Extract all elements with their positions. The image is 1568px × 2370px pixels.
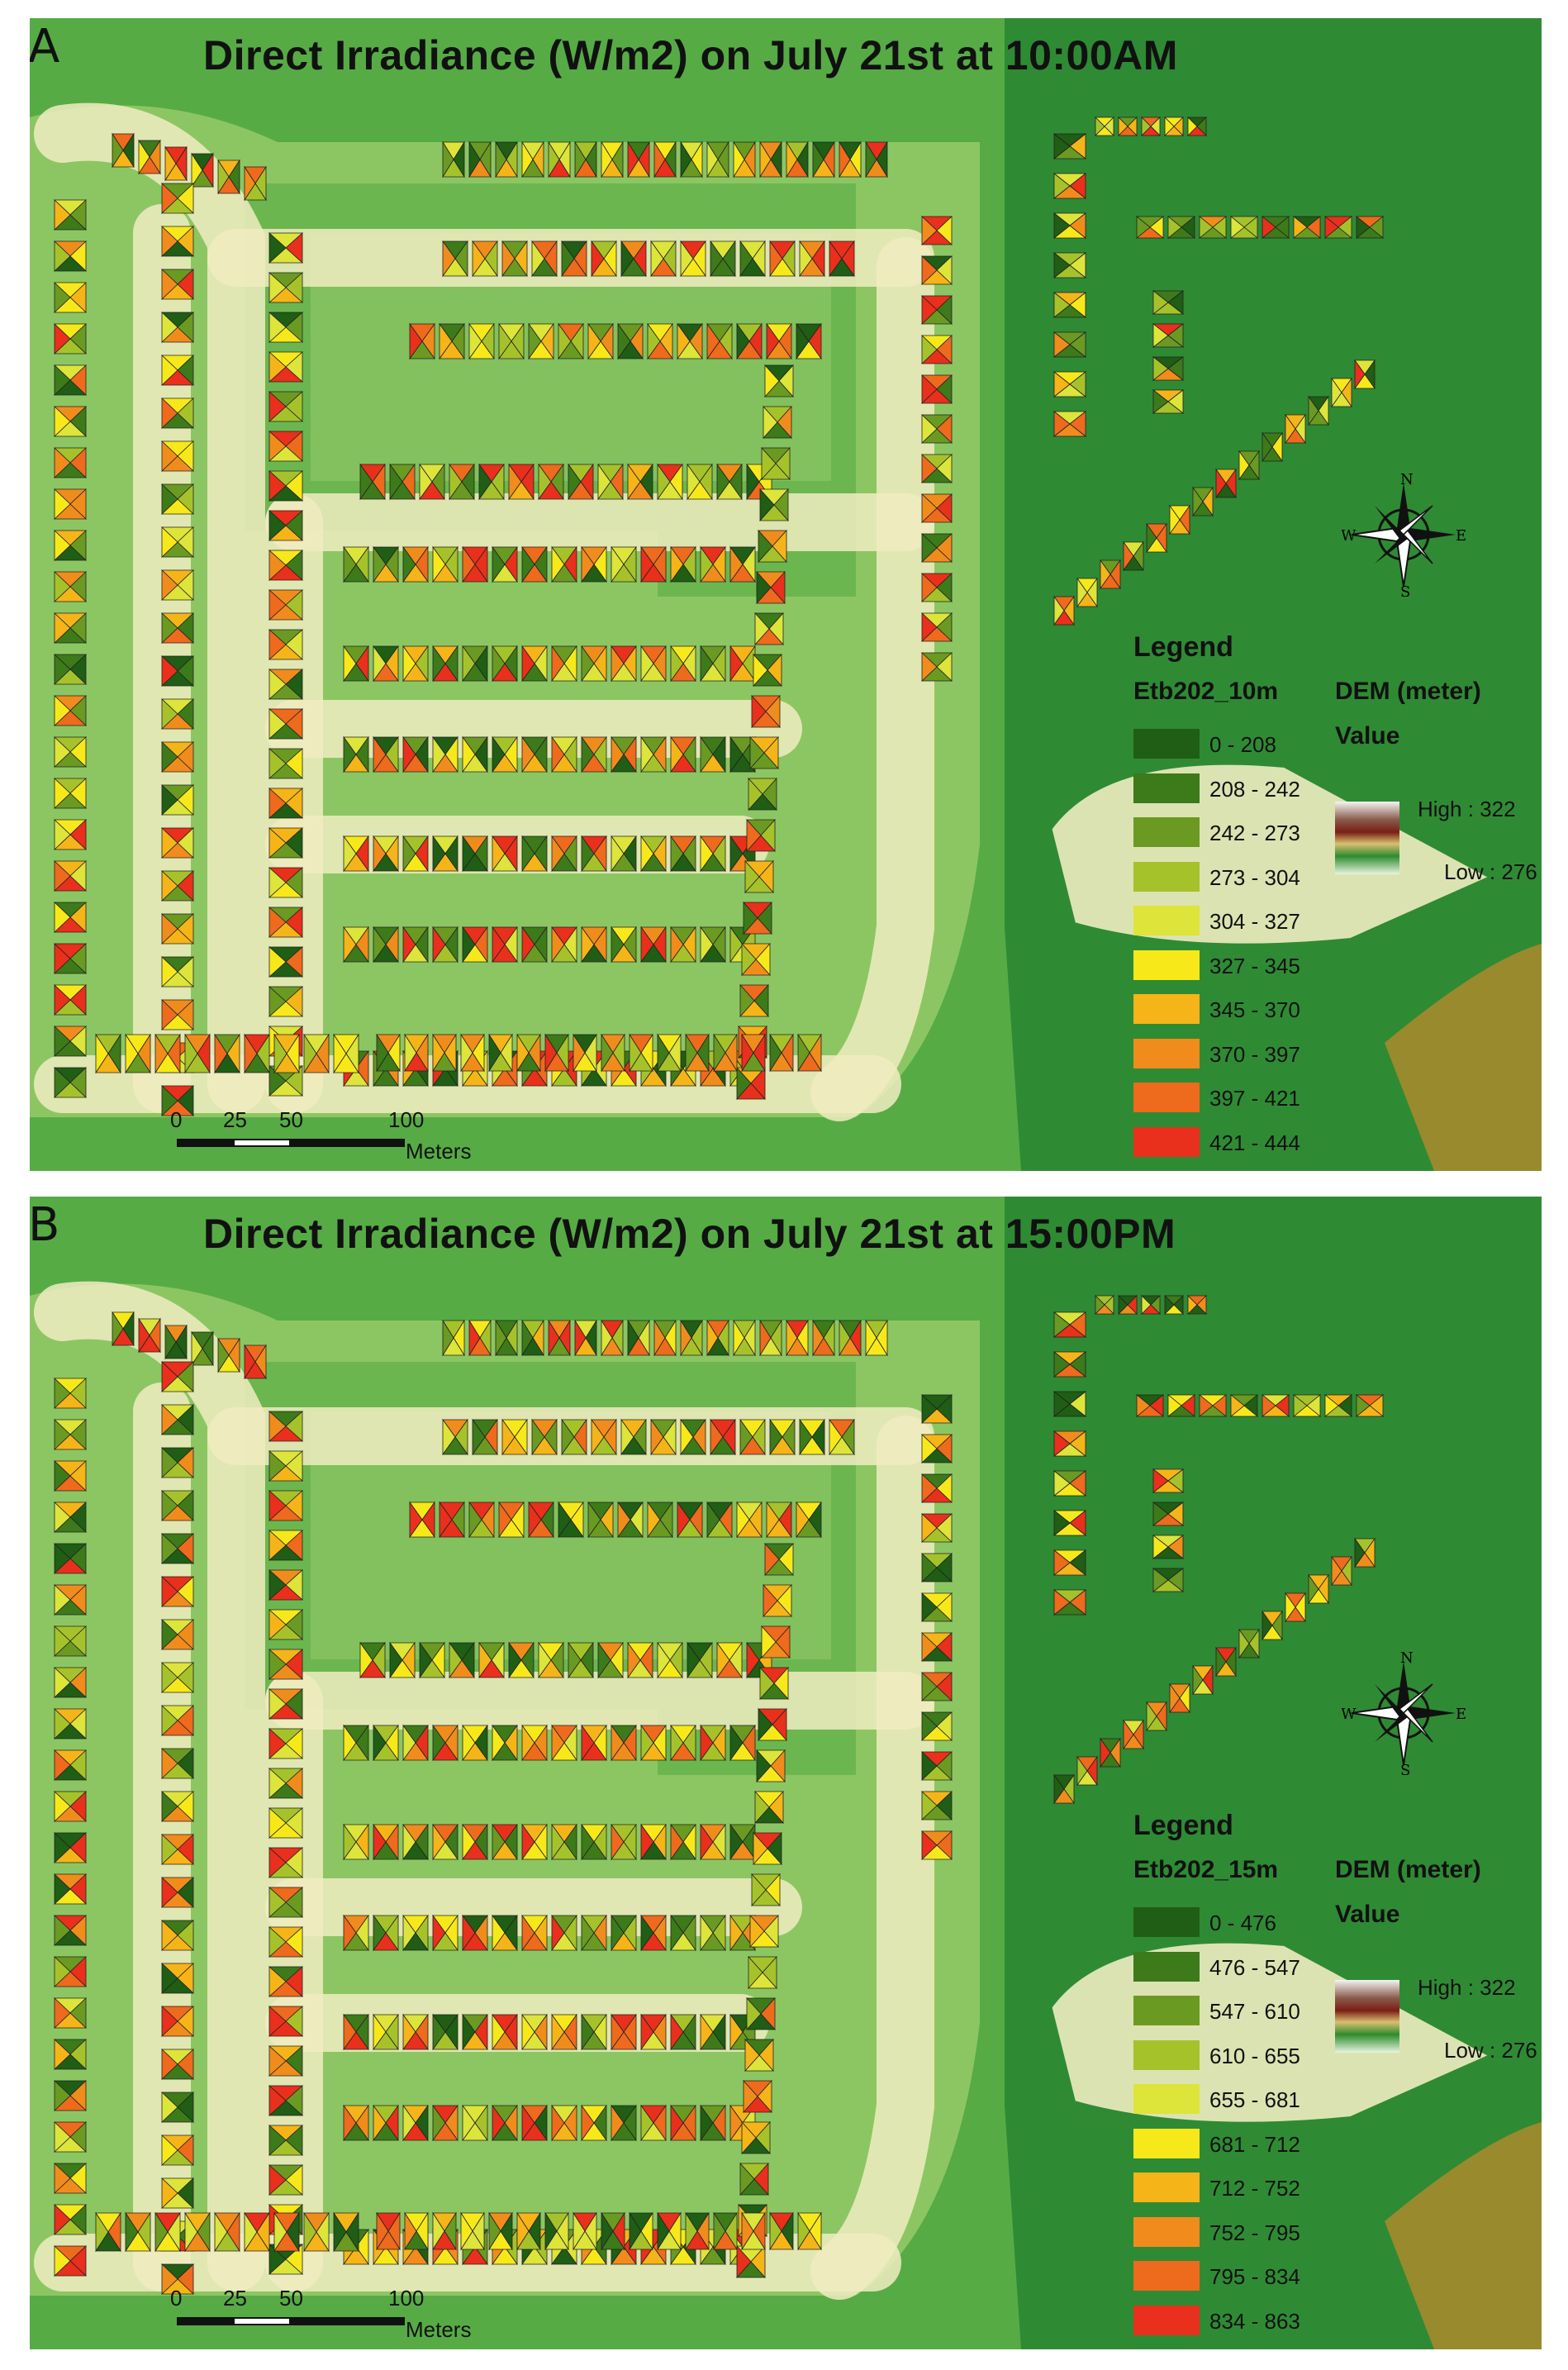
scale-units: Meters xyxy=(406,2317,472,2342)
legend-layer-name: Etb202_10m xyxy=(1133,678,1279,705)
legend-class-label: 681 - 712 xyxy=(1209,2131,1300,2157)
legend-dem-value: Value xyxy=(1335,1901,1400,1928)
legend-swatch xyxy=(1133,1951,1200,1982)
legend-swatch xyxy=(1133,729,1200,759)
scale-bar: 0 25 50 100 Meters xyxy=(170,1107,471,1165)
scale-tick: 0 xyxy=(170,2286,183,2311)
compass-n: N xyxy=(1400,1651,1414,1667)
scale-tick: 100 xyxy=(388,2286,425,2311)
legend-class-label: 0 - 476 xyxy=(1209,1911,1276,1935)
map-panel-b: B Direct Irradiance (W/m2) on July 21st … xyxy=(30,1197,1542,2349)
dem-high-label: High : 322 xyxy=(1418,1975,1516,2000)
scale-tick: 25 xyxy=(223,1107,247,1132)
scale-tick: 100 xyxy=(388,1107,425,1132)
legend-class-label: 304 - 327 xyxy=(1209,909,1300,934)
scale-units: Meters xyxy=(406,1139,472,1164)
scale-segment xyxy=(177,2317,235,2325)
map-title: Direct Irradiance (W/m2) on July 21st at… xyxy=(203,1211,1176,1257)
legend-swatch xyxy=(1133,2128,1200,2158)
legend-swatch xyxy=(1133,817,1200,847)
legend-class-label: 273 - 304 xyxy=(1209,864,1300,890)
legend-swatch xyxy=(1133,1907,1200,1937)
legend: Legend Etb202_10m DEM (meter) Value 0 - … xyxy=(1133,631,1537,1168)
legend-class-label: 345 - 370 xyxy=(1209,997,1300,1022)
panel-letter: B xyxy=(30,1198,60,1252)
compass-s: S xyxy=(1400,583,1410,597)
map-panel-a: A Direct Irradiance (W/m2) on July 21st … xyxy=(30,18,1542,1171)
terrain-map xyxy=(30,18,1542,1171)
legend-class-label: 834 - 863 xyxy=(1209,2308,1300,2334)
legend-swatch xyxy=(1133,1038,1200,1068)
scale-segment xyxy=(233,2317,291,2325)
legend-swatch xyxy=(1133,1126,1200,1157)
north-arrow-icon: N S E W xyxy=(1341,1649,1466,1779)
scale-segment xyxy=(233,1139,291,1147)
legend-class-label: 421 - 444 xyxy=(1209,1130,1300,1155)
dem-low-label: Low : 276 xyxy=(1444,859,1537,884)
compass-w: W xyxy=(1342,527,1357,545)
legend-class-label: 752 - 795 xyxy=(1209,2220,1300,2245)
scale-tick: 50 xyxy=(279,2286,303,2311)
legend-class-label: 397 - 421 xyxy=(1209,1086,1300,1111)
legend-swatch xyxy=(1133,861,1200,892)
legend-swatch xyxy=(1133,2261,1200,2291)
legend-swatch xyxy=(1133,994,1200,1024)
legend-swatch xyxy=(1133,2216,1200,2247)
scale-segment xyxy=(289,1139,405,1147)
legend-swatch xyxy=(1133,2305,1200,2335)
legend-heading: Legend xyxy=(1133,1810,1233,1841)
scale-segment xyxy=(177,1139,235,1147)
legend-heading: Legend xyxy=(1133,631,1233,663)
legend-layer-name: Etb202_15m xyxy=(1133,1856,1279,1883)
legend: Legend Etb202_15m DEM (meter) Value 0 - … xyxy=(1133,1810,1537,2347)
legend-class-label: 0 - 208 xyxy=(1209,732,1276,757)
legend-swatch xyxy=(1133,2172,1200,2202)
legend-class-label: 547 - 610 xyxy=(1209,1999,1300,2024)
map-title: Direct Irradiance (W/m2) on July 21st at… xyxy=(203,32,1178,79)
legend-dem-value: Value xyxy=(1335,722,1400,750)
compass-s: S xyxy=(1400,1762,1410,1775)
dem-color-ramp xyxy=(1335,802,1399,874)
scale-bar: 0 25 50 100 Meters xyxy=(170,2286,471,2344)
scale-tick: 25 xyxy=(223,2286,247,2311)
compass-n: N xyxy=(1400,473,1414,488)
compass-w: W xyxy=(1342,1706,1357,1723)
legend-swatch xyxy=(1133,949,1200,980)
legend-class-label: 476 - 547 xyxy=(1209,1954,1300,1980)
dem-high-label: High : 322 xyxy=(1418,797,1516,821)
legend-class-label: 370 - 397 xyxy=(1209,1041,1300,1067)
legend-class-label: 610 - 655 xyxy=(1209,2043,1300,2068)
legend-class-label: 242 - 273 xyxy=(1209,821,1300,845)
dem-color-ramp xyxy=(1335,1980,1399,2053)
legend-dem-title: DEM (meter) xyxy=(1335,1856,1481,1883)
legend-class-label: 712 - 752 xyxy=(1209,2176,1300,2201)
compass-e: E xyxy=(1456,527,1466,545)
north-arrow-icon: N S E W xyxy=(1341,471,1466,601)
legend-swatch xyxy=(1133,2084,1200,2114)
scale-tick: 50 xyxy=(279,1107,303,1132)
legend-class-label: 327 - 345 xyxy=(1209,953,1300,978)
legend-swatch xyxy=(1133,2039,1200,2070)
legend-swatch xyxy=(1133,773,1200,803)
legend-class-label: 208 - 242 xyxy=(1209,776,1300,802)
legend-class-label: 795 - 834 xyxy=(1209,2264,1300,2289)
legend-swatch xyxy=(1133,906,1200,935)
compass-e: E xyxy=(1456,1706,1466,1723)
dem-low-label: Low : 276 xyxy=(1444,2038,1537,2063)
legend-swatch xyxy=(1133,1083,1200,1112)
scale-tick: 0 xyxy=(170,1107,183,1132)
legend-dem-title: DEM (meter) xyxy=(1335,678,1481,705)
legend-class-label: 655 - 681 xyxy=(1209,2087,1300,2112)
panel-letter: A xyxy=(30,20,60,74)
legend-swatch xyxy=(1133,1996,1200,2025)
scale-segment xyxy=(289,2317,405,2325)
terrain-map xyxy=(30,1197,1542,2349)
